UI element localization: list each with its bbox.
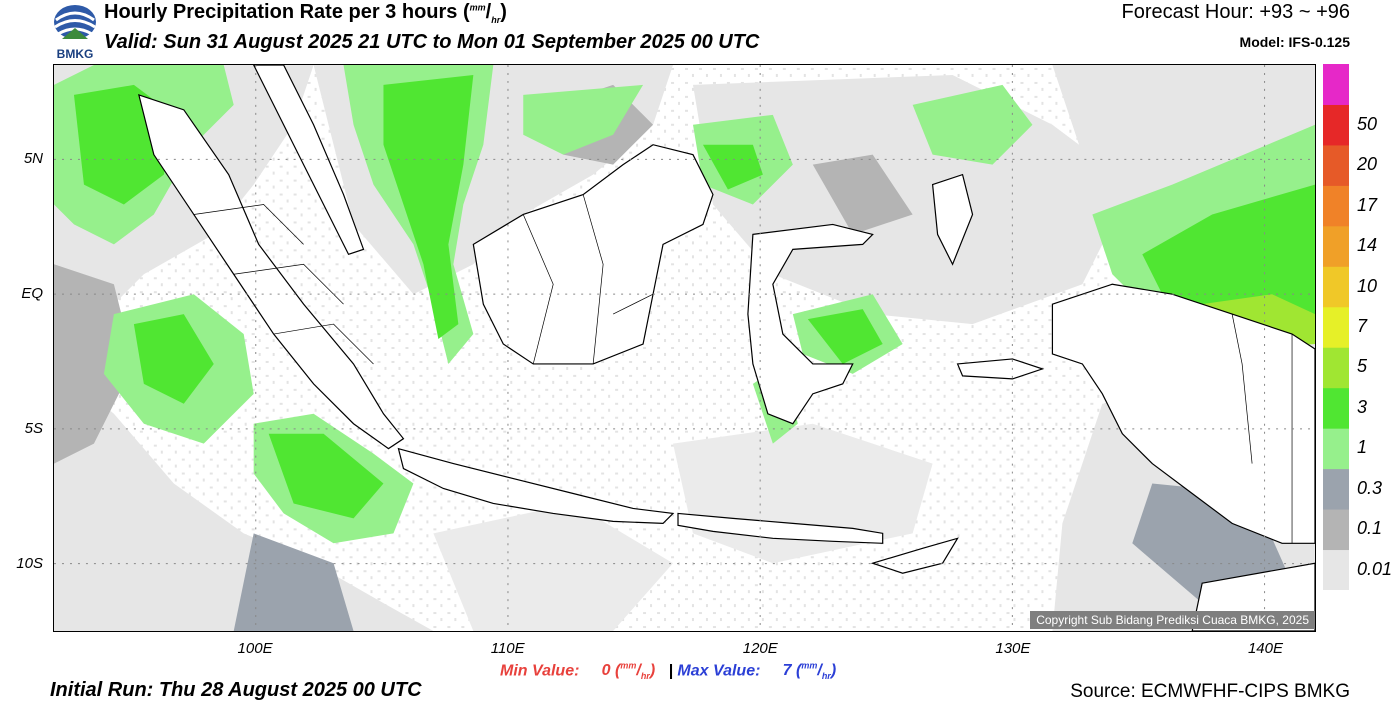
colorbar-segment <box>1323 509 1349 551</box>
valid-period: Valid: Sun 31 August 2025 21 UTC to Mon … <box>104 31 760 53</box>
map-canvas <box>54 65 1315 631</box>
colorbar-segment <box>1323 225 1349 267</box>
separator: | <box>668 662 673 680</box>
lat-label: EQ <box>21 284 43 302</box>
colorbar-segment <box>1323 185 1349 227</box>
model-name: Model: IFS-0.125 <box>1239 34 1350 50</box>
bmkg-logo: BMKG <box>50 2 100 61</box>
colorbar-segment <box>1323 549 1349 590</box>
initial-run: Initial Run: Thu 28 August 2025 00 UTC <box>50 679 422 701</box>
colorbar-segment <box>1323 104 1349 146</box>
title-text: Hourly Precipitation Rate per 3 hours <box>104 1 458 23</box>
papua-outline <box>1051 283 1315 544</box>
lat-label: 10S <box>16 555 43 573</box>
colorbar-tick-label: 3 <box>1357 396 1368 417</box>
precipitation-map <box>53 64 1316 632</box>
svg-text:BMKG: BMKG <box>57 47 94 60</box>
colorbar-segment <box>1323 64 1349 105</box>
colorbar-segment <box>1323 266 1349 308</box>
forecast-hour: Forecast Hour: +93 ~ +96 <box>1121 1 1350 23</box>
rain-areas <box>54 65 1315 544</box>
colorbar-segment <box>1323 144 1349 186</box>
colorbar <box>1323 64 1349 590</box>
lon-label: 140E <box>1247 640 1283 657</box>
colorbar-tick-label: 5 <box>1357 356 1368 377</box>
colorbar-tick-label: 20 <box>1357 154 1378 175</box>
data-source: Source: ECMWFHF-CIPS BMKG <box>1070 681 1350 702</box>
borneo-outline <box>472 144 714 365</box>
sulawesi-outline <box>747 223 874 425</box>
halmahera-outline <box>931 173 974 266</box>
coastlines <box>138 65 1315 631</box>
colorbar-segment <box>1323 428 1349 470</box>
colorbar-segment <box>1323 468 1349 510</box>
colorbar-tick-label: 1 <box>1357 437 1368 458</box>
colorbar-tick-label: 17 <box>1357 194 1378 215</box>
malay-peninsula-outline <box>253 65 365 256</box>
min-value-label: Min Value: <box>500 662 580 680</box>
province-borders <box>193 194 1293 544</box>
colorbar-tick-label: 10 <box>1357 275 1378 296</box>
colorbar-tick-label: 0.3 <box>1357 477 1383 498</box>
title-unit-den: hr <box>491 15 501 25</box>
sumatra-outline <box>138 93 405 450</box>
lon-label: 100E <box>237 640 273 657</box>
lon-label: 120E <box>742 640 778 657</box>
copyright-notice: Copyright Sub Bidang Prediksi Cuaca BMKG… <box>1030 611 1315 629</box>
seram-outline <box>956 358 1045 380</box>
max-value: 7 (mm/hr) <box>782 661 837 682</box>
timor-outline <box>870 537 959 574</box>
colorbar-tick-label: 0.1 <box>1357 518 1383 539</box>
colorbar-tick-label: 14 <box>1357 235 1378 256</box>
colorbar-tick-label: 7 <box>1357 316 1368 336</box>
colorbar-segment <box>1323 347 1349 389</box>
java-outline <box>397 447 675 524</box>
chart-title: Hourly Precipitation Rate per 3 hours (m… <box>104 1 507 25</box>
lat-label: 5S <box>24 420 43 438</box>
max-value-label: Max Value: <box>677 662 761 680</box>
colorbar-segment <box>1323 306 1349 348</box>
colorbar-tick-label: 0.01 <box>1357 558 1393 579</box>
gridlines <box>54 65 1315 631</box>
min-value: 0 (mm/hr) <box>601 661 656 682</box>
lon-label: 110E <box>490 640 525 657</box>
lat-label: 5N <box>23 149 43 167</box>
lesser-sunda-outline <box>677 512 884 544</box>
title-unit-num: mm <box>469 2 486 13</box>
lon-label: 130E <box>995 640 1031 657</box>
colorbar-segment <box>1323 387 1349 429</box>
min-max-values: Min Value: 0 (mm/hr) | Max Value: 7 (mm/… <box>500 661 836 682</box>
colorbar-tick-label: 50 <box>1357 113 1378 134</box>
